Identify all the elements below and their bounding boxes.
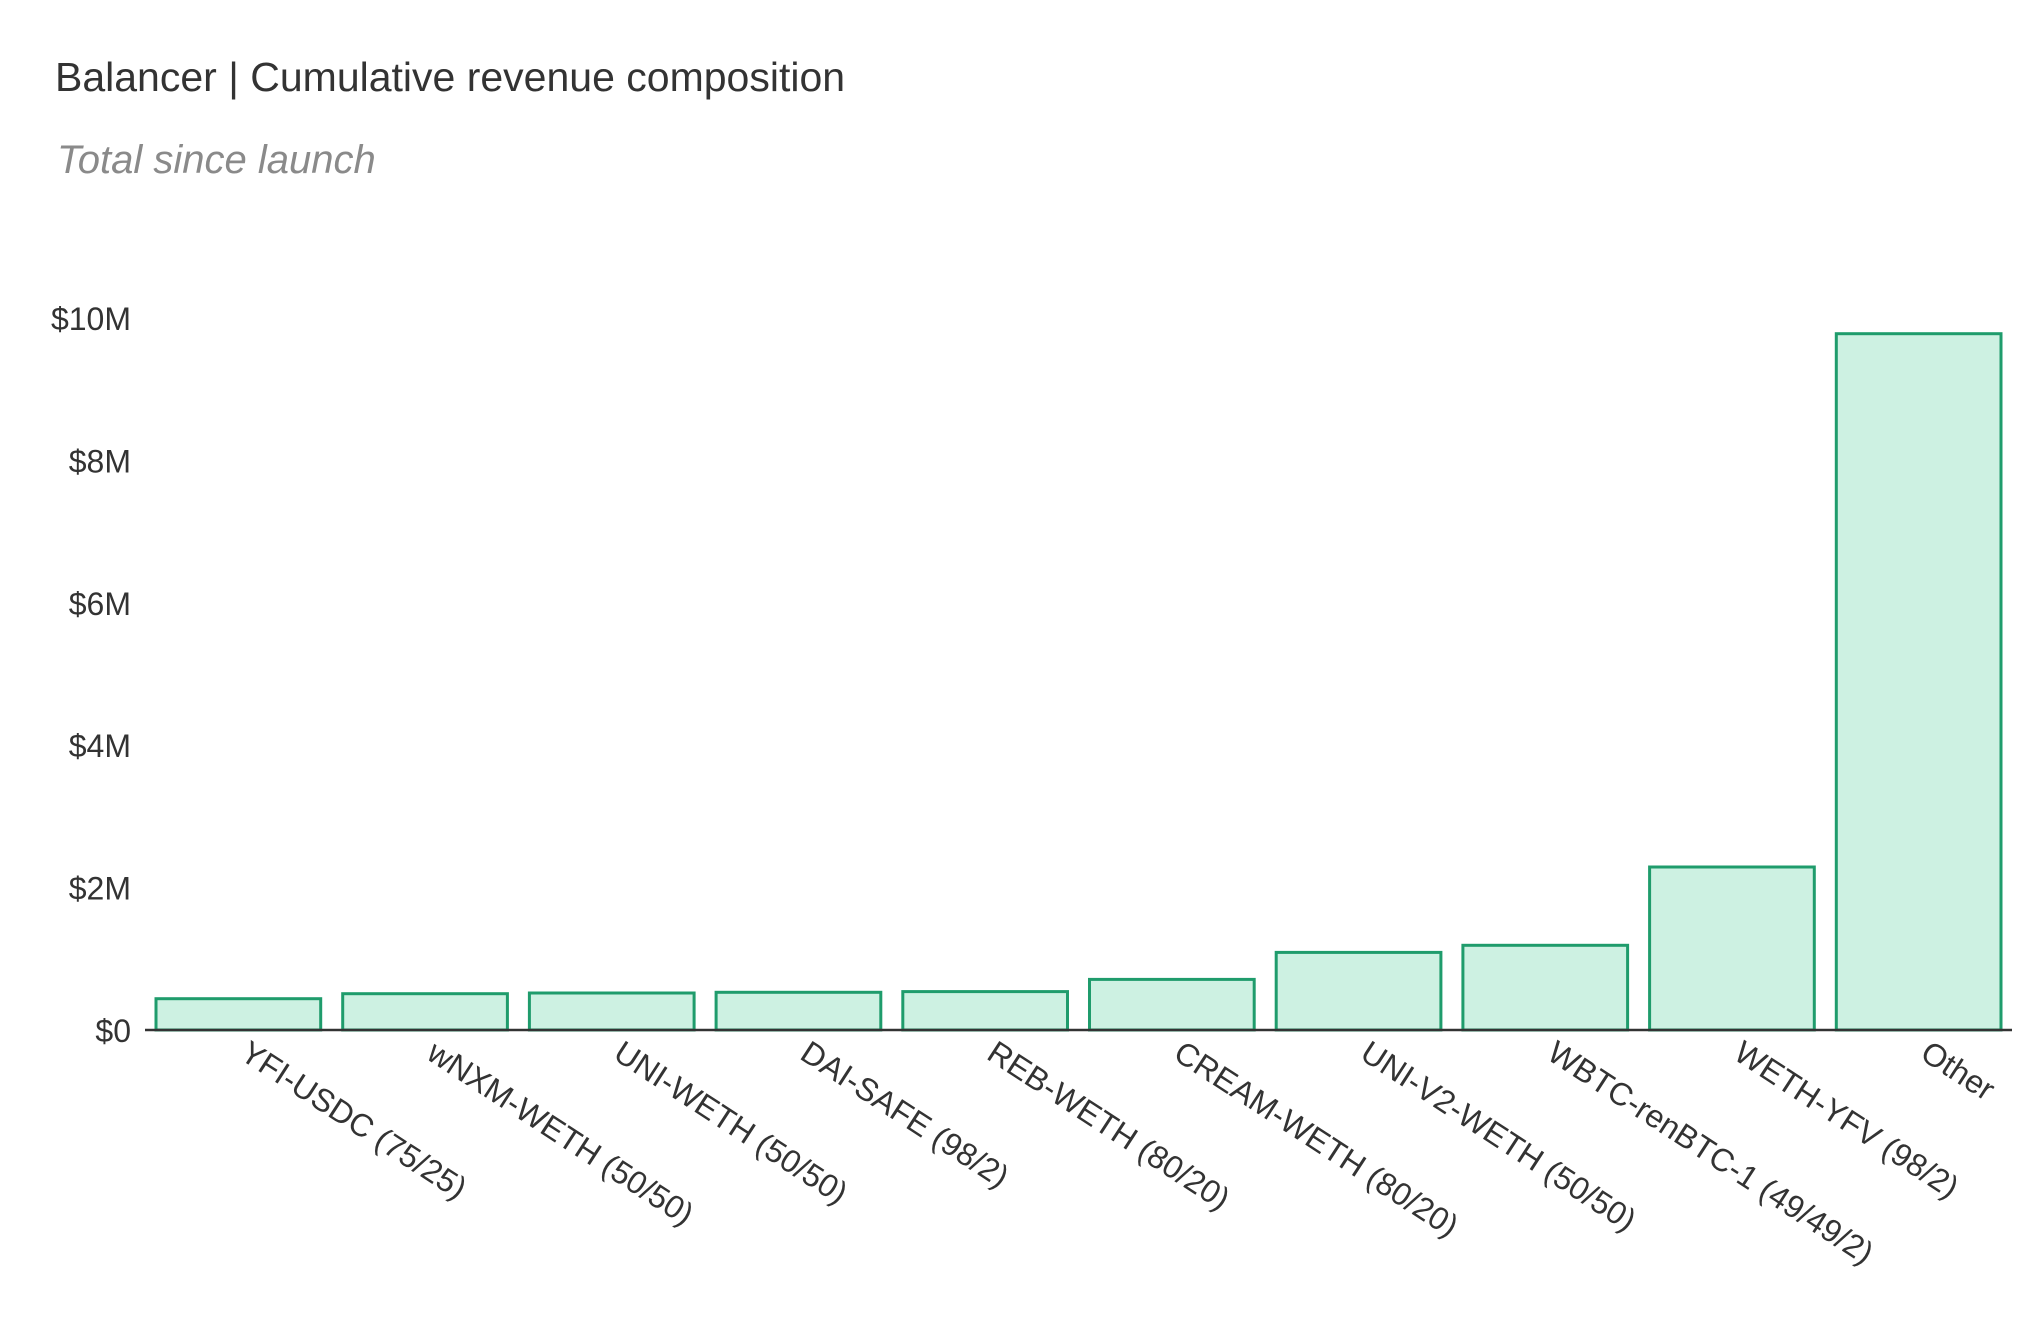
y-tick-label: $4M xyxy=(69,728,131,764)
bar xyxy=(901,990,1069,1032)
y-tick-label: $2M xyxy=(69,871,131,907)
x-tick-label: Other xyxy=(1915,1034,2002,1108)
bars xyxy=(154,332,2003,1032)
chart-subtitle: Total since launch xyxy=(57,138,376,182)
bar xyxy=(1274,950,1443,1032)
bar xyxy=(1834,332,2003,1032)
y-tick-label: $10M xyxy=(51,301,131,337)
bar xyxy=(527,991,696,1032)
x-tick-label: WBTC-renBTC-1 (49/49/2) xyxy=(1541,1034,1880,1271)
y-tick-label: $0 xyxy=(95,1013,131,1049)
y-tick-label: $8M xyxy=(69,443,131,479)
bar xyxy=(1461,943,1630,1032)
bar xyxy=(714,990,883,1032)
bar xyxy=(1648,865,1816,1032)
x-axis-labels: YFI-USDC (75/25)wNXM-WETH (50/50)UNI-WET… xyxy=(234,1033,2001,1271)
bar xyxy=(154,997,323,1032)
y-axis-labels: $0 $2M $4M $6M $8M $10M xyxy=(51,301,131,1049)
chart-title: Balancer | Cumulative revenue compositio… xyxy=(55,54,846,100)
bar xyxy=(1088,977,1256,1032)
bar xyxy=(341,992,509,1032)
y-tick-label: $6M xyxy=(69,586,131,622)
